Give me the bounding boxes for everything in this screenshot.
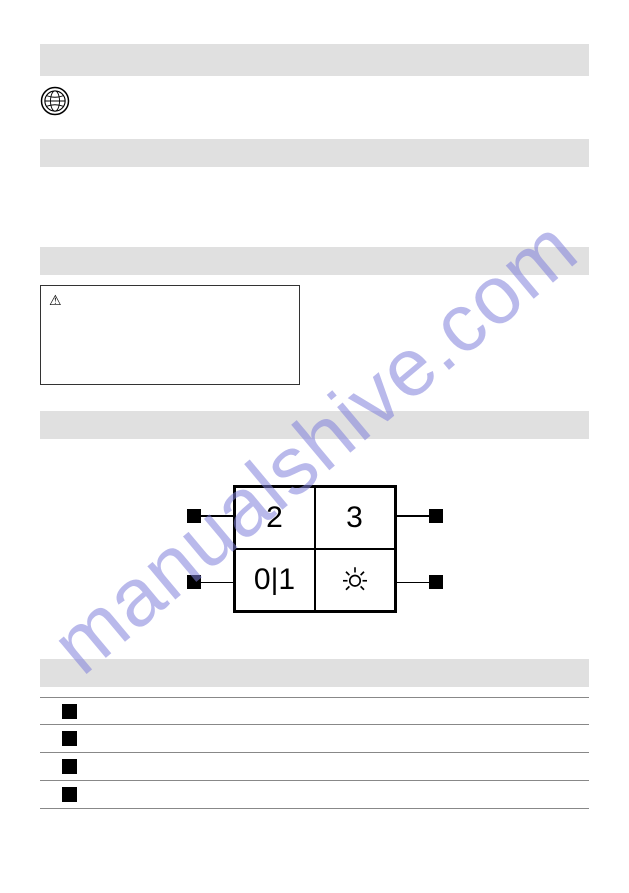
- bullet-icon: [62, 787, 77, 802]
- list-item: [40, 753, 589, 781]
- lamp-icon: [340, 567, 370, 593]
- section-bar-3: [40, 247, 589, 275]
- section-bar-5: [40, 659, 589, 687]
- callout-line: [397, 582, 431, 584]
- callout-line: [397, 515, 431, 517]
- legend-list: [40, 697, 589, 809]
- page-content: ⚠ 2 3 0|1: [0, 0, 629, 893]
- list-item: [40, 781, 589, 809]
- bullet-icon: [62, 704, 77, 719]
- spacer: [40, 177, 589, 247]
- warning-box: ⚠: [40, 285, 300, 385]
- section-bar-4: [40, 411, 589, 439]
- callout-marker-top-right: [429, 509, 443, 523]
- section-bar-1: [40, 44, 589, 76]
- callout-line: [199, 582, 233, 584]
- button-power: 0|1: [235, 549, 315, 611]
- button-grid: 2 3 0|1: [233, 485, 397, 613]
- warning-icon: ⚠: [49, 292, 62, 308]
- control-panel-diagram: 2 3 0|1: [40, 485, 589, 613]
- button-speed-3: 3: [315, 487, 395, 549]
- bullet-icon: [62, 731, 77, 746]
- list-item: [40, 725, 589, 753]
- callout-line: [199, 515, 233, 517]
- globe-row: [40, 86, 589, 121]
- button-speed-2: 2: [235, 487, 315, 549]
- globe-icon: [40, 86, 70, 116]
- bullet-icon: [62, 759, 77, 774]
- section-bar-2: [40, 139, 589, 167]
- list-item: [40, 697, 589, 725]
- button-light: [315, 549, 395, 611]
- callout-marker-bottom-right: [429, 575, 443, 589]
